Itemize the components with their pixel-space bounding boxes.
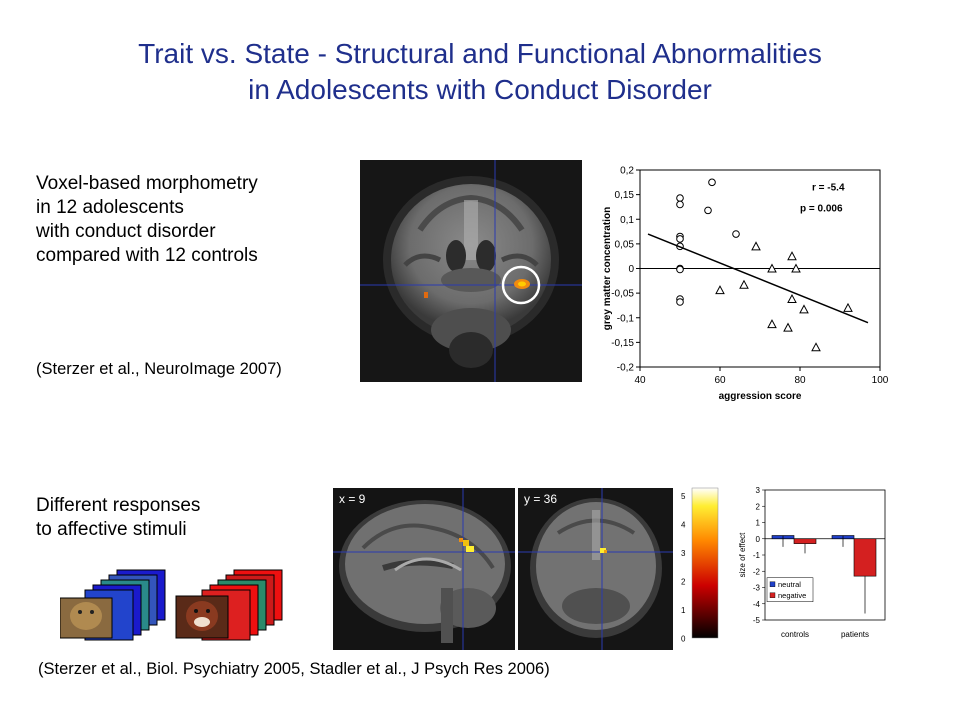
scatter-chart: 40 60 80 100 0,2 0,15 0,1 0,05 0 -0,05 -0,1 -0,15 -0… [602,166,889,403]
y-tick-label: -0,1 [617,313,635,324]
circle-point [676,194,684,202]
stimulus-card-stacks [60,569,283,641]
affective-citation: (Sterzer et al., Biol. Psychiatry 2005, … [38,660,550,678]
y-tick-label: -0,2 [617,363,635,374]
correlation-annotation: r = -5.4 [812,183,845,194]
triangle-point [799,304,809,314]
coronal-mri-image [360,160,582,382]
circle-point [708,178,716,187]
triangle-point [767,319,777,329]
color-bar-tick-label: 1 [681,606,686,615]
triangle-point [739,279,749,289]
x-tick-label: 60 [714,375,726,386]
bar-y-tick-label: 1 [756,519,761,528]
bar-y-tick-label: 2 [756,502,761,511]
bar-y-tick-label: -4 [753,600,761,609]
bar-y-tick-label: -5 [753,616,761,625]
p-value-annotation: p = 0.006 [800,203,843,214]
bar-y-tick-label: -1 [753,551,761,560]
y-tick-label: -0,15 [611,338,634,349]
legend-negative-label: negative [778,591,806,600]
bar-negative [853,538,877,577]
affective-description: Different responses to affective stimuli [36,494,200,542]
x-axis-label: aggression score [719,391,802,402]
vbm-citation: (Sterzer et al., NeuroImage 2007) [36,360,282,378]
legend-negative-swatch [769,592,776,598]
triangle-point [787,251,797,261]
bar-negative [793,538,817,544]
slide-title: Trait vs. State - Structural and Functio… [0,36,960,108]
triangle-point [791,263,801,273]
sagittal-slice-label: x = 9 [339,492,366,506]
triangle-point [811,342,821,352]
circle-point [676,235,684,243]
bar-y-tick-label: 0 [756,535,761,544]
triangle-point [787,293,797,304]
negative-stimulus-stack [175,569,283,641]
bar-legend: neutral negative [766,577,814,602]
y-tick-label: -0,05 [611,289,634,300]
color-bar-tick-label: 3 [681,549,686,558]
title-line-2: in Adolescents with Conduct Disorder [248,74,712,105]
y-tick-label: 0 [628,264,634,275]
bar-y-tick-label: -2 [753,567,761,576]
color-bar-tick-label: 4 [681,521,686,530]
y-tick-label: 0,1 [620,215,634,226]
x-tick-label: 80 [794,375,806,386]
triangle-point [751,241,761,251]
circle-point [676,200,684,209]
bar-category-label: controls [781,630,809,639]
color-bar-tick-label: 2 [681,578,686,587]
bar-y-axis-label: size of effect [738,532,747,578]
y-tick-label: 0,2 [620,166,634,177]
bar-y-tick-label: -3 [753,584,761,593]
vbm-line: in 12 adolescents [36,197,184,218]
y-axis-label: grey matter concentration [602,207,613,330]
sagittal-mri-image: x = 9 [333,488,515,650]
circle-point [732,230,740,238]
legend-neutral-swatch [769,581,776,587]
vbm-line: compared with 12 controls [36,245,258,266]
triangle-point [715,285,725,295]
circle-point [704,206,712,215]
bar-chart: 3 2 1 0 -1 -2 -3 -4 -5 controls patients size of e… [738,486,886,639]
t-value-color-bar: 5 4 3 2 1 0 [681,487,719,643]
y-tick-label: 0,15 [615,190,635,201]
trend-line [647,233,869,324]
circle-point [676,265,684,274]
triangle-point [767,263,777,273]
title-line-1: Trait vs. State - Structural and Functio… [138,38,822,69]
x-tick-label: 40 [634,375,646,386]
bar-y-tick-label: 3 [756,486,761,495]
affective-line: to affective stimuli [36,519,187,540]
neutral-stimulus-stack [60,569,166,641]
triangle-point [843,302,853,312]
vbm-line: Voxel-based morphometry [36,173,258,194]
color-bar-tick-label: 5 [681,492,686,501]
vbm-line: with conduct disorder [36,221,216,242]
coronal-slice-label: y = 36 [524,492,558,506]
y-tick-label: 0,05 [615,239,635,250]
circle-point [676,298,684,306]
color-bar-tick-label: 0 [681,635,686,643]
affective-line: Different responses [36,495,201,516]
legend-neutral-label: neutral [778,580,801,589]
vbm-description: Voxel-based morphometry in 12 adolescent… [36,172,258,268]
x-tick-label: 100 [872,375,889,386]
bar-category-label: patients [841,630,869,639]
coronal-functional-mri-image: y = 36 [518,488,673,650]
triangle-point [783,322,793,332]
